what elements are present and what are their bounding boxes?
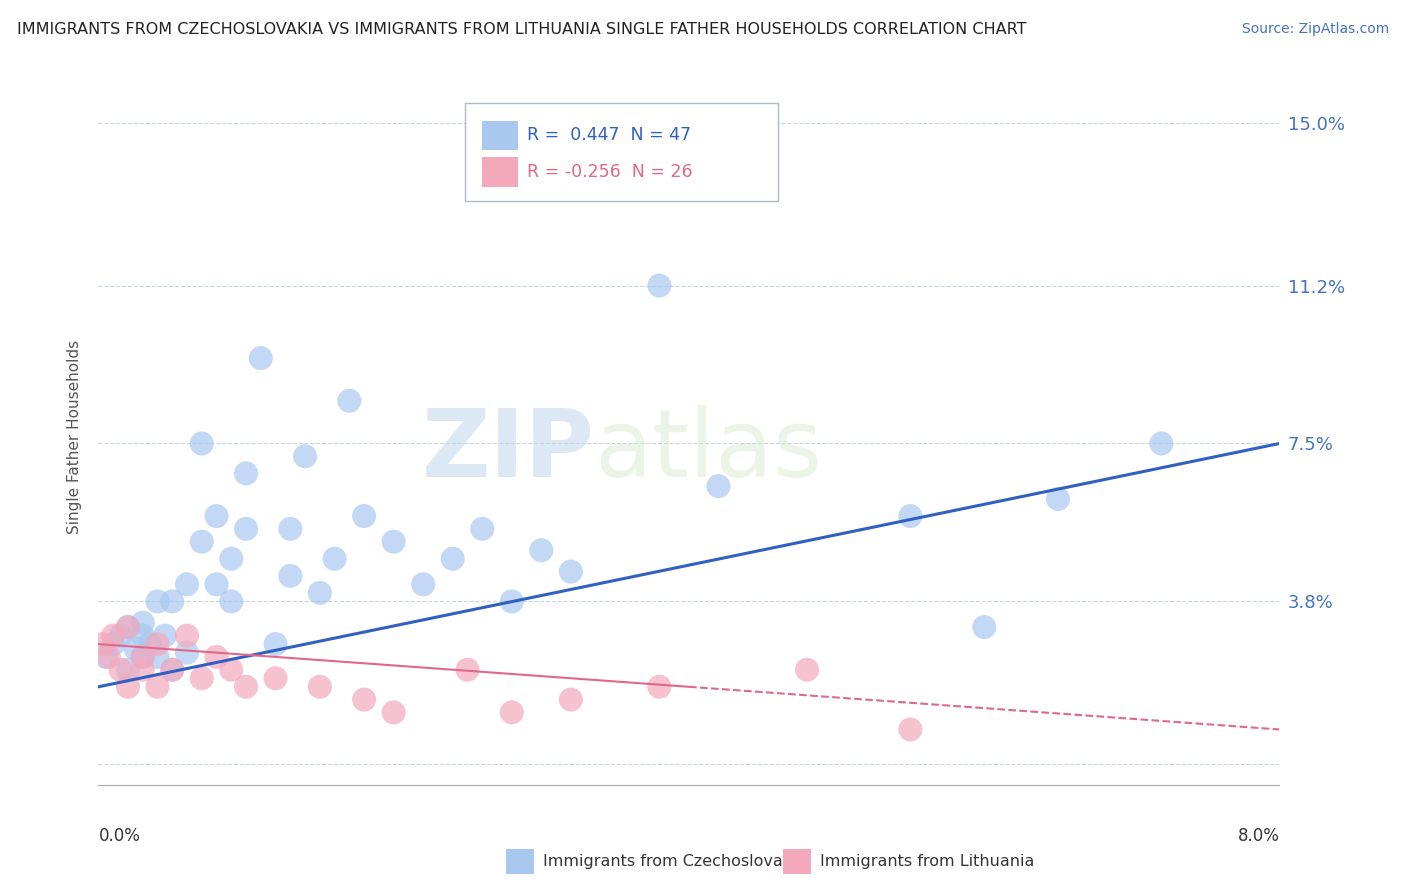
Point [117,620,139,634]
Point [191,671,214,685]
Point [117,620,139,634]
Text: IMMIGRANTS FROM CZECHOSLOVAKIA VS IMMIGRANTS FROM LITHUANIA SINGLE FATHER HOUSEH: IMMIGRANTS FROM CZECHOSLOVAKIA VS IMMIGR… [17,22,1026,37]
Point [501,706,523,720]
Point [294,450,316,464]
Text: R = -0.256  N = 26: R = -0.256 N = 26 [527,163,693,181]
Point [707,479,730,493]
Text: 8.0%: 8.0% [1237,827,1279,845]
Point [235,680,257,694]
Point [191,534,214,549]
Point [1046,491,1070,506]
Point [146,594,169,608]
Text: atlas: atlas [595,405,823,497]
Text: 0.0%: 0.0% [98,827,141,845]
Point [353,509,375,524]
Point [382,534,405,549]
Point [235,522,257,536]
Point [97,649,120,664]
Y-axis label: Single Father Households: Single Father Households [67,340,83,534]
Point [900,509,922,524]
Point [205,649,228,664]
Point [441,551,464,566]
Point [103,637,125,651]
Point [132,649,155,664]
Point [103,629,125,643]
Point [250,351,273,365]
FancyBboxPatch shape [464,103,778,201]
Point [132,615,155,630]
Point [162,663,183,677]
Point [139,637,162,651]
Point [132,629,155,643]
Point [110,629,132,643]
Point [264,671,287,685]
Point [900,723,922,737]
Point [91,637,114,651]
Text: Immigrants from Czechoslovakia: Immigrants from Czechoslovakia [543,855,806,869]
Point [94,649,117,664]
Point [132,649,155,664]
Point [205,577,228,591]
Point [132,663,155,677]
Point [796,663,818,677]
Point [176,629,198,643]
Point [353,692,375,706]
Point [471,522,494,536]
Point [221,551,243,566]
Point [560,692,582,706]
Point [501,594,523,608]
Point [117,680,139,694]
Point [309,680,332,694]
Point [280,569,302,583]
Point [153,629,176,643]
FancyBboxPatch shape [482,120,517,150]
Point [191,436,214,450]
Point [264,637,287,651]
Point [146,680,169,694]
Point [280,522,302,536]
Point [323,551,346,566]
Point [309,586,332,600]
Point [235,467,257,481]
Point [648,680,671,694]
Text: ZIP: ZIP [422,405,595,497]
Point [176,577,198,591]
Point [221,594,243,608]
Point [973,620,995,634]
Point [339,393,361,408]
Point [648,278,671,293]
Point [110,663,132,677]
Text: Source: ZipAtlas.com: Source: ZipAtlas.com [1241,22,1389,37]
Point [162,663,183,677]
Point [1150,436,1173,450]
Point [457,663,479,677]
Point [530,543,553,558]
Point [146,637,169,651]
Point [162,594,183,608]
Point [124,641,146,656]
Point [117,663,139,677]
Point [176,646,198,660]
Point [560,565,582,579]
Point [382,706,405,720]
Point [146,649,169,664]
FancyBboxPatch shape [482,157,517,186]
Text: Immigrants from Lithuania: Immigrants from Lithuania [820,855,1033,869]
Point [221,663,243,677]
Point [412,577,434,591]
Text: R =  0.447  N = 47: R = 0.447 N = 47 [527,126,692,145]
Point [205,509,228,524]
